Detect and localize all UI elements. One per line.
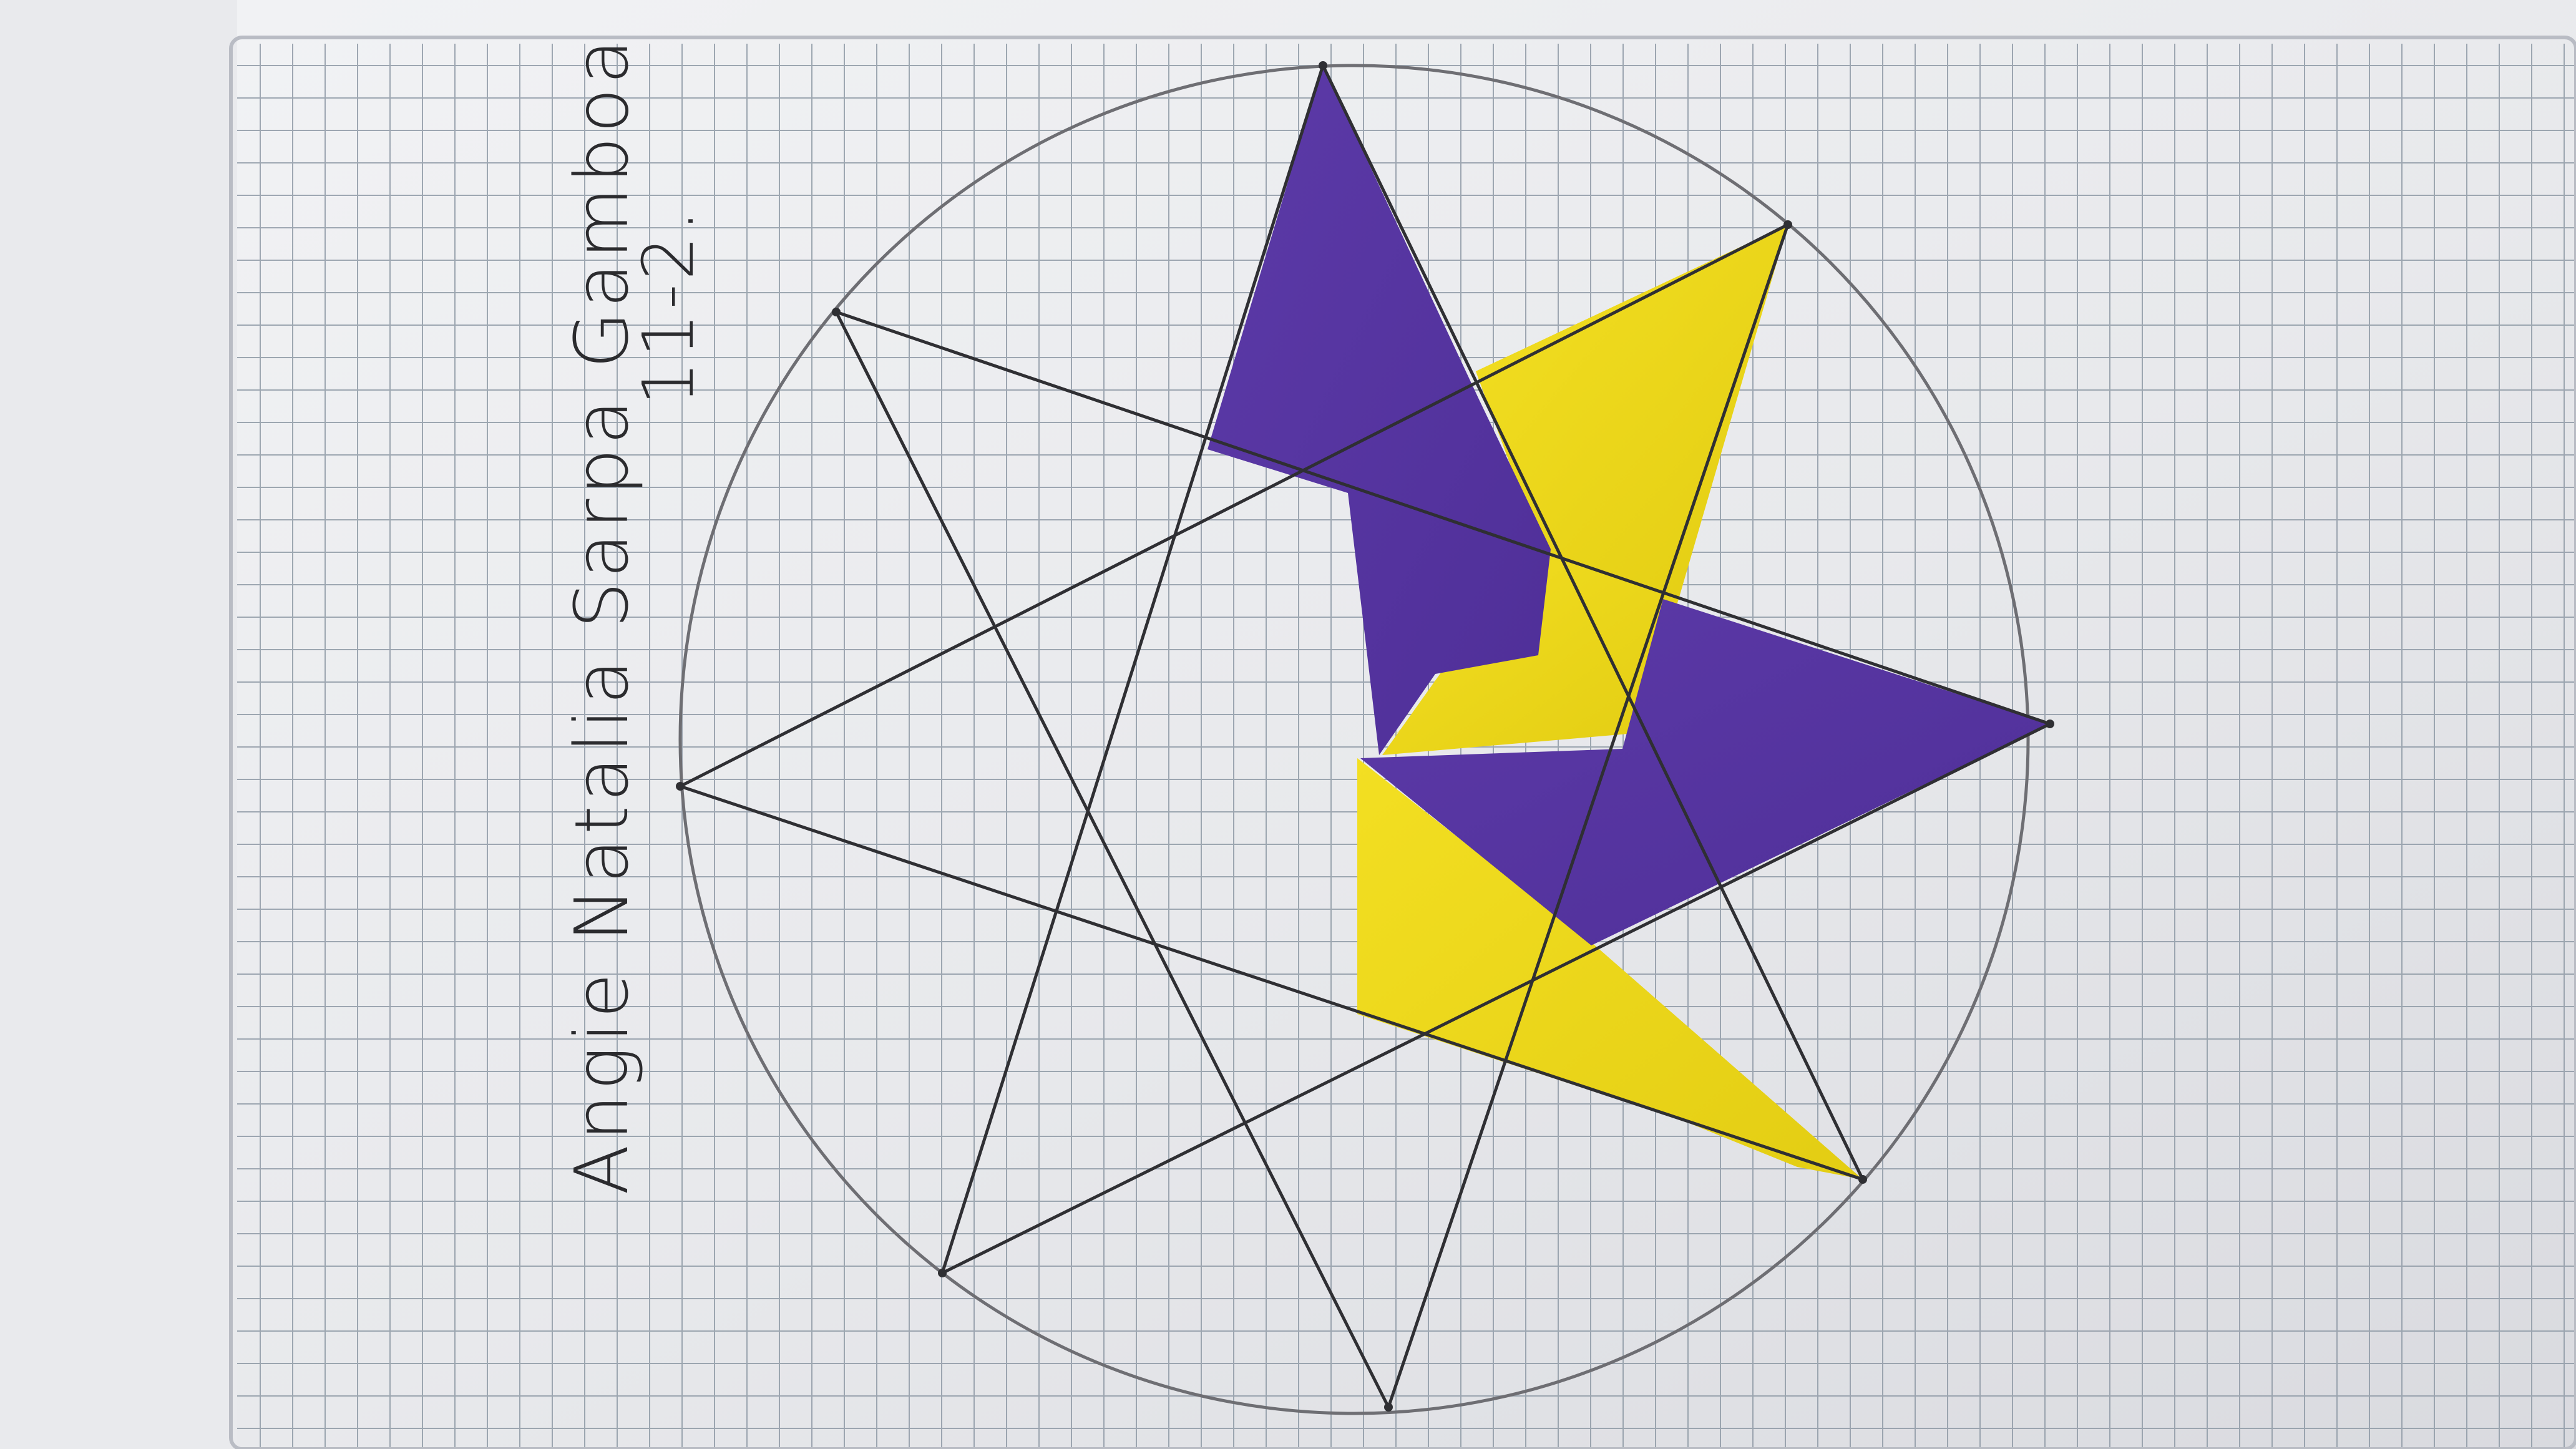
vertex-dot bbox=[1384, 1403, 1393, 1412]
vertex-dot bbox=[938, 1269, 947, 1277]
star-edge bbox=[834, 310, 2052, 726]
circumscribed-circle bbox=[678, 64, 2030, 1415]
vertex-dot bbox=[1783, 220, 1792, 229]
vertex-dot bbox=[832, 308, 841, 316]
star-edge bbox=[678, 784, 1865, 1181]
colored-star-points bbox=[1208, 66, 2050, 1179]
purple-top-point bbox=[1208, 66, 1551, 755]
handwritten-class: 11-2. bbox=[628, 206, 710, 406]
purple-right-point bbox=[1360, 599, 2050, 945]
handwritten-name: Angie Natalia Sarpa Gamboa bbox=[559, 36, 645, 1195]
yellow-upper-wing bbox=[1476, 225, 1788, 599]
star-edge bbox=[1387, 223, 1790, 1409]
star-vertices bbox=[676, 61, 2054, 1412]
yellow-lower-wing bbox=[1357, 758, 1863, 1179]
vertex-dot bbox=[676, 782, 685, 791]
vertex-dot bbox=[1319, 61, 1327, 70]
vertex-dot bbox=[1858, 1175, 1867, 1184]
star-edge bbox=[940, 64, 1325, 1275]
star-edge bbox=[1321, 64, 1865, 1181]
star-edge bbox=[678, 223, 1790, 788]
star-edge bbox=[834, 310, 1390, 1409]
star-edge bbox=[940, 722, 2052, 1275]
star-outline bbox=[678, 64, 2052, 1409]
vertex-dot bbox=[2046, 720, 2054, 728]
